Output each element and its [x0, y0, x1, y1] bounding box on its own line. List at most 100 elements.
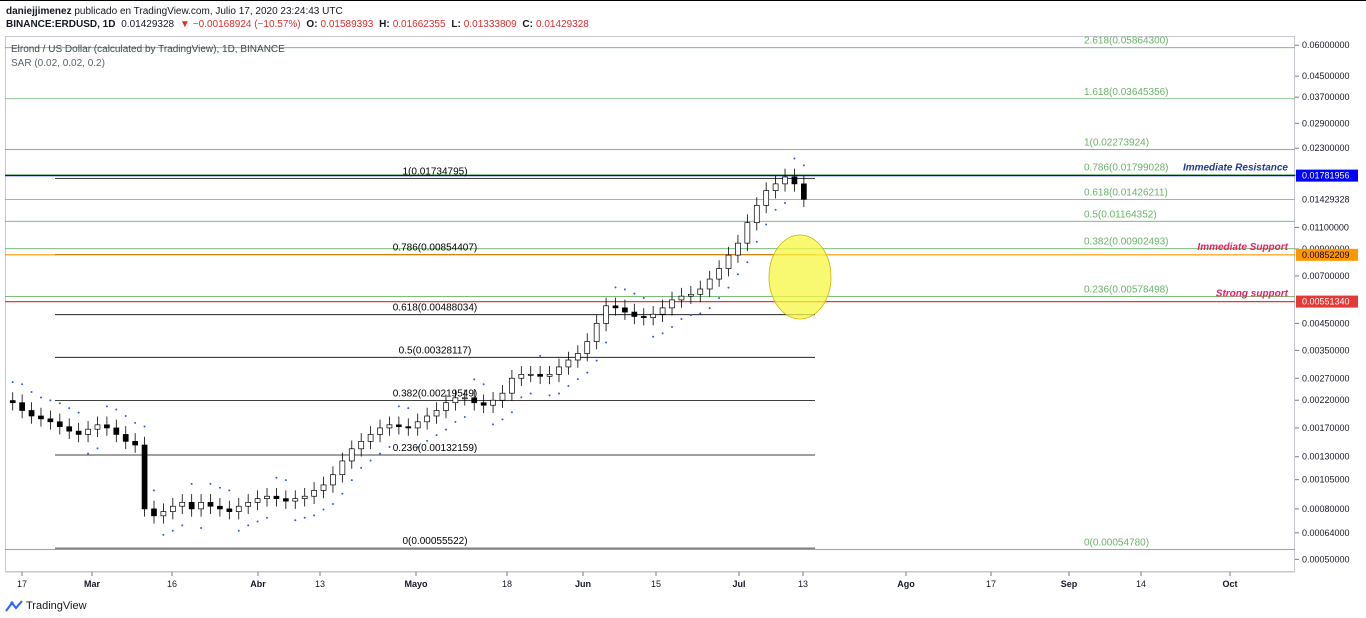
candle-body — [622, 307, 628, 313]
publish-line: daniejjimenez publicado en TradingView.c… — [6, 5, 806, 18]
candle-body — [782, 176, 788, 185]
sar-dot — [567, 385, 570, 388]
price-tag-label: 0.00852209 — [1302, 250, 1350, 260]
author-name[interactable]: daniejjimenez — [6, 6, 72, 17]
candle-body — [593, 323, 600, 342]
sar-dot — [247, 524, 250, 527]
candle-body — [603, 305, 609, 324]
sar-dot — [331, 503, 334, 506]
price-tick-label: 0.04500000 — [1302, 71, 1350, 81]
legend-indicator[interactable]: SAR (0.02, 0.02, 0.2) — [11, 58, 105, 69]
candle-body — [66, 426, 73, 432]
open-value: 0.01589393 — [320, 19, 374, 30]
fib-extension-label: 0(0.00054780) — [1084, 538, 1149, 549]
candle-body — [264, 495, 270, 499]
candle-body — [763, 190, 770, 206]
candle-body — [179, 502, 186, 507]
price-tag — [1296, 295, 1358, 308]
sar-dot — [228, 489, 231, 492]
sar-dot — [237, 529, 240, 532]
fib-extension-label: 1(0.02273924) — [1084, 137, 1149, 148]
candle-body — [612, 305, 619, 309]
sar-dot — [284, 479, 287, 482]
tradingview-logo-icon[interactable] — [5, 600, 23, 612]
published-text: publicado en TradingView.com, Julio 17, … — [74, 6, 343, 17]
sar-dot — [755, 240, 758, 243]
last-price: 0.01429328 — [121, 19, 175, 30]
sar-dot — [492, 423, 495, 426]
symbol-label: BINANCE:ERDUSD, 1D — [6, 19, 116, 30]
fib-retracement-label: 1(0.01734795) — [402, 166, 467, 177]
price-tick-label: 0.00220000 — [1302, 395, 1350, 405]
time-tick-label: Mar — [84, 579, 101, 589]
price-tag — [1296, 193, 1358, 206]
time-tick-label: Sep — [1061, 579, 1078, 589]
time-tick-label: 13 — [315, 579, 325, 589]
time-tick-label: 15 — [651, 579, 661, 589]
low-value: 0.01333809 — [463, 19, 517, 30]
sar-dot — [105, 405, 108, 408]
sar-dot — [501, 418, 504, 421]
candle-body — [38, 415, 44, 420]
price-tick-label: 0.00450000 — [1302, 318, 1350, 328]
candle-body — [104, 424, 110, 429]
fib-extension-label: 2.618(0.05864300) — [1084, 36, 1169, 47]
sar-dot — [152, 489, 155, 492]
time-tick-label: Mayo — [404, 579, 428, 589]
sar-dot — [87, 452, 90, 455]
sar-dot — [58, 402, 61, 405]
candle-body — [678, 295, 685, 301]
time-tick-label: 16 — [167, 579, 177, 589]
candle-body — [509, 377, 515, 394]
sar-dot — [736, 273, 739, 276]
candle-body — [744, 222, 751, 244]
price-tick-label: 0.00130000 — [1302, 452, 1350, 462]
candle-body — [697, 288, 704, 295]
close-value: 0.01429328 — [535, 19, 589, 30]
sar-dot — [218, 486, 221, 489]
candle-body — [725, 254, 732, 269]
price-tick-label: 0.00064000 — [1302, 528, 1350, 538]
sar-dot — [256, 520, 259, 523]
price-tick-label: 0.00105000 — [1302, 475, 1350, 485]
sar-dot — [482, 383, 485, 386]
candle-body — [556, 366, 562, 375]
sar-dot — [652, 335, 655, 338]
sar-dot — [661, 332, 664, 335]
candle-body — [791, 176, 798, 185]
candle-body — [490, 399, 496, 406]
candle-body — [160, 511, 167, 517]
fib-extension-label: 0.5(0.01164352) — [1084, 209, 1157, 220]
level-annotation: Strong support — [1216, 289, 1289, 300]
candle-body — [499, 392, 506, 401]
sar-dot — [181, 524, 184, 527]
sar-dot — [162, 533, 165, 536]
fib-retracement-label: 0(0.00055522) — [402, 536, 467, 547]
fib-retracement-label: 0.618(0.00488034) — [393, 303, 478, 314]
time-tick-label: 17 — [17, 579, 27, 589]
candle-body — [320, 484, 327, 491]
level-annotation: Immediate Resistance — [1183, 163, 1288, 174]
footer-brand[interactable]: TradingView — [26, 600, 87, 612]
sar-dot — [426, 439, 429, 442]
candle-body — [311, 490, 317, 497]
candle-body — [405, 426, 412, 429]
sar-dot — [68, 407, 71, 410]
sar-dot — [520, 396, 523, 399]
sar-dot — [21, 383, 24, 386]
sar-dot — [605, 341, 608, 344]
candle-body — [141, 444, 148, 510]
time-tick-label: Jul — [732, 579, 745, 589]
candle-body — [330, 474, 336, 486]
sar-dot — [350, 479, 353, 482]
sar-dot — [275, 476, 278, 479]
time-tick-label: 13 — [798, 579, 808, 589]
candle-body — [386, 424, 393, 429]
candle-body — [85, 428, 91, 435]
sar-dot — [548, 394, 551, 397]
sar-dot — [557, 392, 560, 395]
level-annotation: Immediate Support — [1197, 242, 1288, 253]
sar-dot — [77, 411, 80, 414]
high-label: H: — [379, 19, 390, 30]
